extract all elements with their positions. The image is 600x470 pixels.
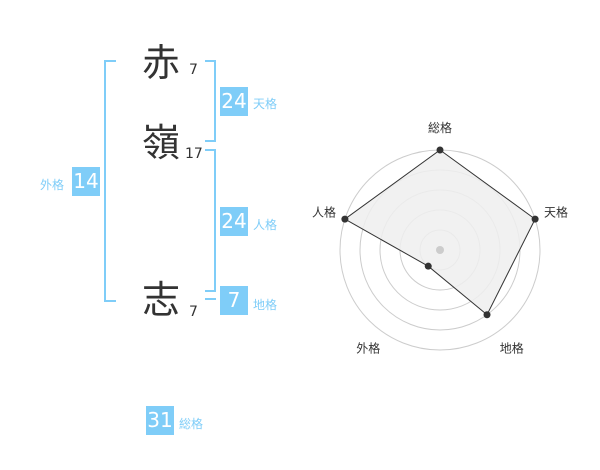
name-char-3: 志 <box>142 278 181 322</box>
radar-axis-label: 総格 <box>428 120 452 135</box>
tenkaku-label: 天格 <box>253 97 278 111</box>
jinkaku-label: 人格 <box>253 218 278 232</box>
radar-area <box>343 149 536 316</box>
radar-center-dot <box>436 246 444 254</box>
radar-point <box>424 262 432 270</box>
soukaku-label: 総格 <box>179 417 204 431</box>
soukaku-value: 31 <box>146 406 174 435</box>
radar-axis-label: 人格 <box>312 204 336 219</box>
radar-point <box>341 215 349 223</box>
name-char-1: 赤 <box>142 41 181 85</box>
radar-point <box>531 215 539 223</box>
jinkaku-value: 24 <box>220 207 248 236</box>
radar-point <box>483 311 491 319</box>
jinkaku-bracket <box>205 149 216 292</box>
gaikaku-value: 14 <box>72 167 100 196</box>
chikaku-label: 地格 <box>253 298 278 312</box>
radar-point <box>436 146 444 154</box>
radar-axis-label: 地格 <box>500 341 524 356</box>
stroke-count-3: 7 <box>189 304 198 320</box>
stroke-count-2: 17 <box>185 146 203 162</box>
tenkaku-bracket <box>205 60 216 142</box>
chikaku-bracket <box>205 298 216 300</box>
name-char-2: 嶺 <box>142 121 181 165</box>
tenkaku-value: 24 <box>220 87 248 116</box>
chikaku-value: 7 <box>220 286 248 315</box>
gaikaku-label: 外格 <box>40 178 65 192</box>
stroke-count-1: 7 <box>189 62 198 78</box>
radar-axis-label: 天格 <box>544 204 568 219</box>
gaikaku-bracket <box>104 60 116 302</box>
radar-axis-label: 外格 <box>356 341 380 356</box>
